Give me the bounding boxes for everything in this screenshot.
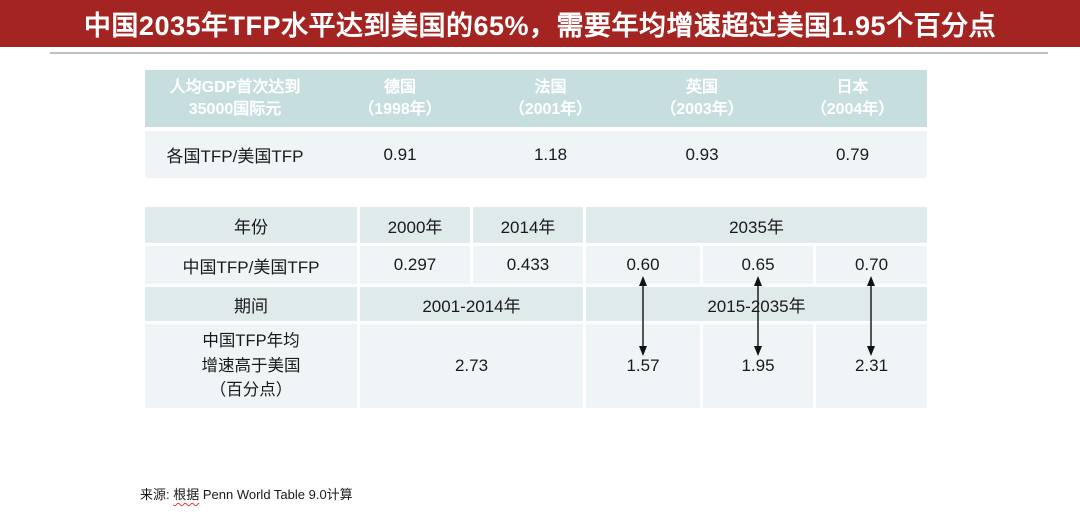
country-year: （1998年） (358, 100, 442, 118)
ratio-2014: 0.433 (473, 246, 583, 284)
year-2035: 2035年 (586, 207, 927, 243)
ratio-2000: 0.297 (360, 246, 470, 284)
source-underlined-word: 根据 (173, 487, 200, 502)
growth-2035-low: 1.57 (586, 324, 700, 408)
gdp-header-label-line1: 人均GDP首次达到 (169, 78, 301, 96)
gdp-header-label: 人均GDP首次达到 35000国际元 (145, 70, 325, 127)
country-name: 德国 (383, 78, 416, 96)
period-2001-2014: 2001-2014年 (360, 287, 583, 321)
growth-row-label: 中国TFP年均 增速高于美国 （百分点） (145, 324, 357, 408)
growth-2001-2014: 2.73 (360, 324, 583, 408)
gdp-header-japan: 日本 （2004年） (778, 70, 927, 127)
growth-label-line2: 增速高于美国 (201, 356, 301, 375)
gdp-header-uk: 英国 （2003年） (626, 70, 778, 127)
growth-label-line3: （百分点） (209, 381, 293, 400)
title-banner: 中国2035年TFP水平达到美国的65%，需要年均增速超过美国1.95个百分点 (0, 0, 1080, 47)
double-arrow-icon (639, 276, 647, 356)
china-tfp-table: 年份 2000年 2014年 2035年 中国TFP/美国TFP 0.297 0… (145, 207, 927, 408)
double-arrow-icon (867, 276, 875, 356)
country-name: 英国 (685, 78, 718, 96)
gdp-tfp-value-japan: 0.79 (778, 131, 927, 178)
gdp-tfp-value-france: 1.18 (475, 131, 626, 178)
source-note: 来源: 根据 Penn World Table 9.0计算 (140, 484, 353, 503)
divider-line (50, 52, 1048, 54)
growth-label-line1: 中国TFP年均 (202, 331, 300, 350)
gdp-header-france: 法国 （2001年） (475, 70, 626, 127)
country-name: 日本 (836, 78, 869, 96)
gdp-header-germany: 德国 （1998年） (325, 70, 475, 127)
gdp-header-label-line2: 35000国际元 (188, 100, 282, 118)
ratio-row-label: 中国TFP/美国TFP (145, 246, 357, 284)
country-name: 法国 (534, 78, 567, 96)
source-suffix: Penn World Table 9.0计算 (199, 487, 353, 502)
year-2000: 2000年 (360, 207, 470, 243)
year-2014: 2014年 (473, 207, 583, 243)
gdp-tfp-row-label: 各国TFP/美国TFP (145, 131, 325, 178)
page-title: 中国2035年TFP水平达到美国的65%，需要年均增速超过美国1.95个百分点 (83, 11, 997, 41)
year-row-label: 年份 (145, 207, 357, 243)
double-arrow-icon (754, 276, 762, 356)
country-year: （2003年） (660, 100, 744, 118)
gdp-comparison-table: 人均GDP首次达到 35000国际元 德国 （1998年） 法国 （2001年）… (145, 70, 927, 178)
source-prefix: 来源: (140, 487, 174, 502)
period-row-label: 期间 (145, 287, 357, 321)
gdp-tfp-value-uk: 0.93 (626, 131, 778, 178)
country-year: （2001年） (508, 100, 593, 118)
gdp-tfp-value-germany: 0.91 (325, 131, 475, 178)
country-year: （2004年） (810, 100, 895, 118)
